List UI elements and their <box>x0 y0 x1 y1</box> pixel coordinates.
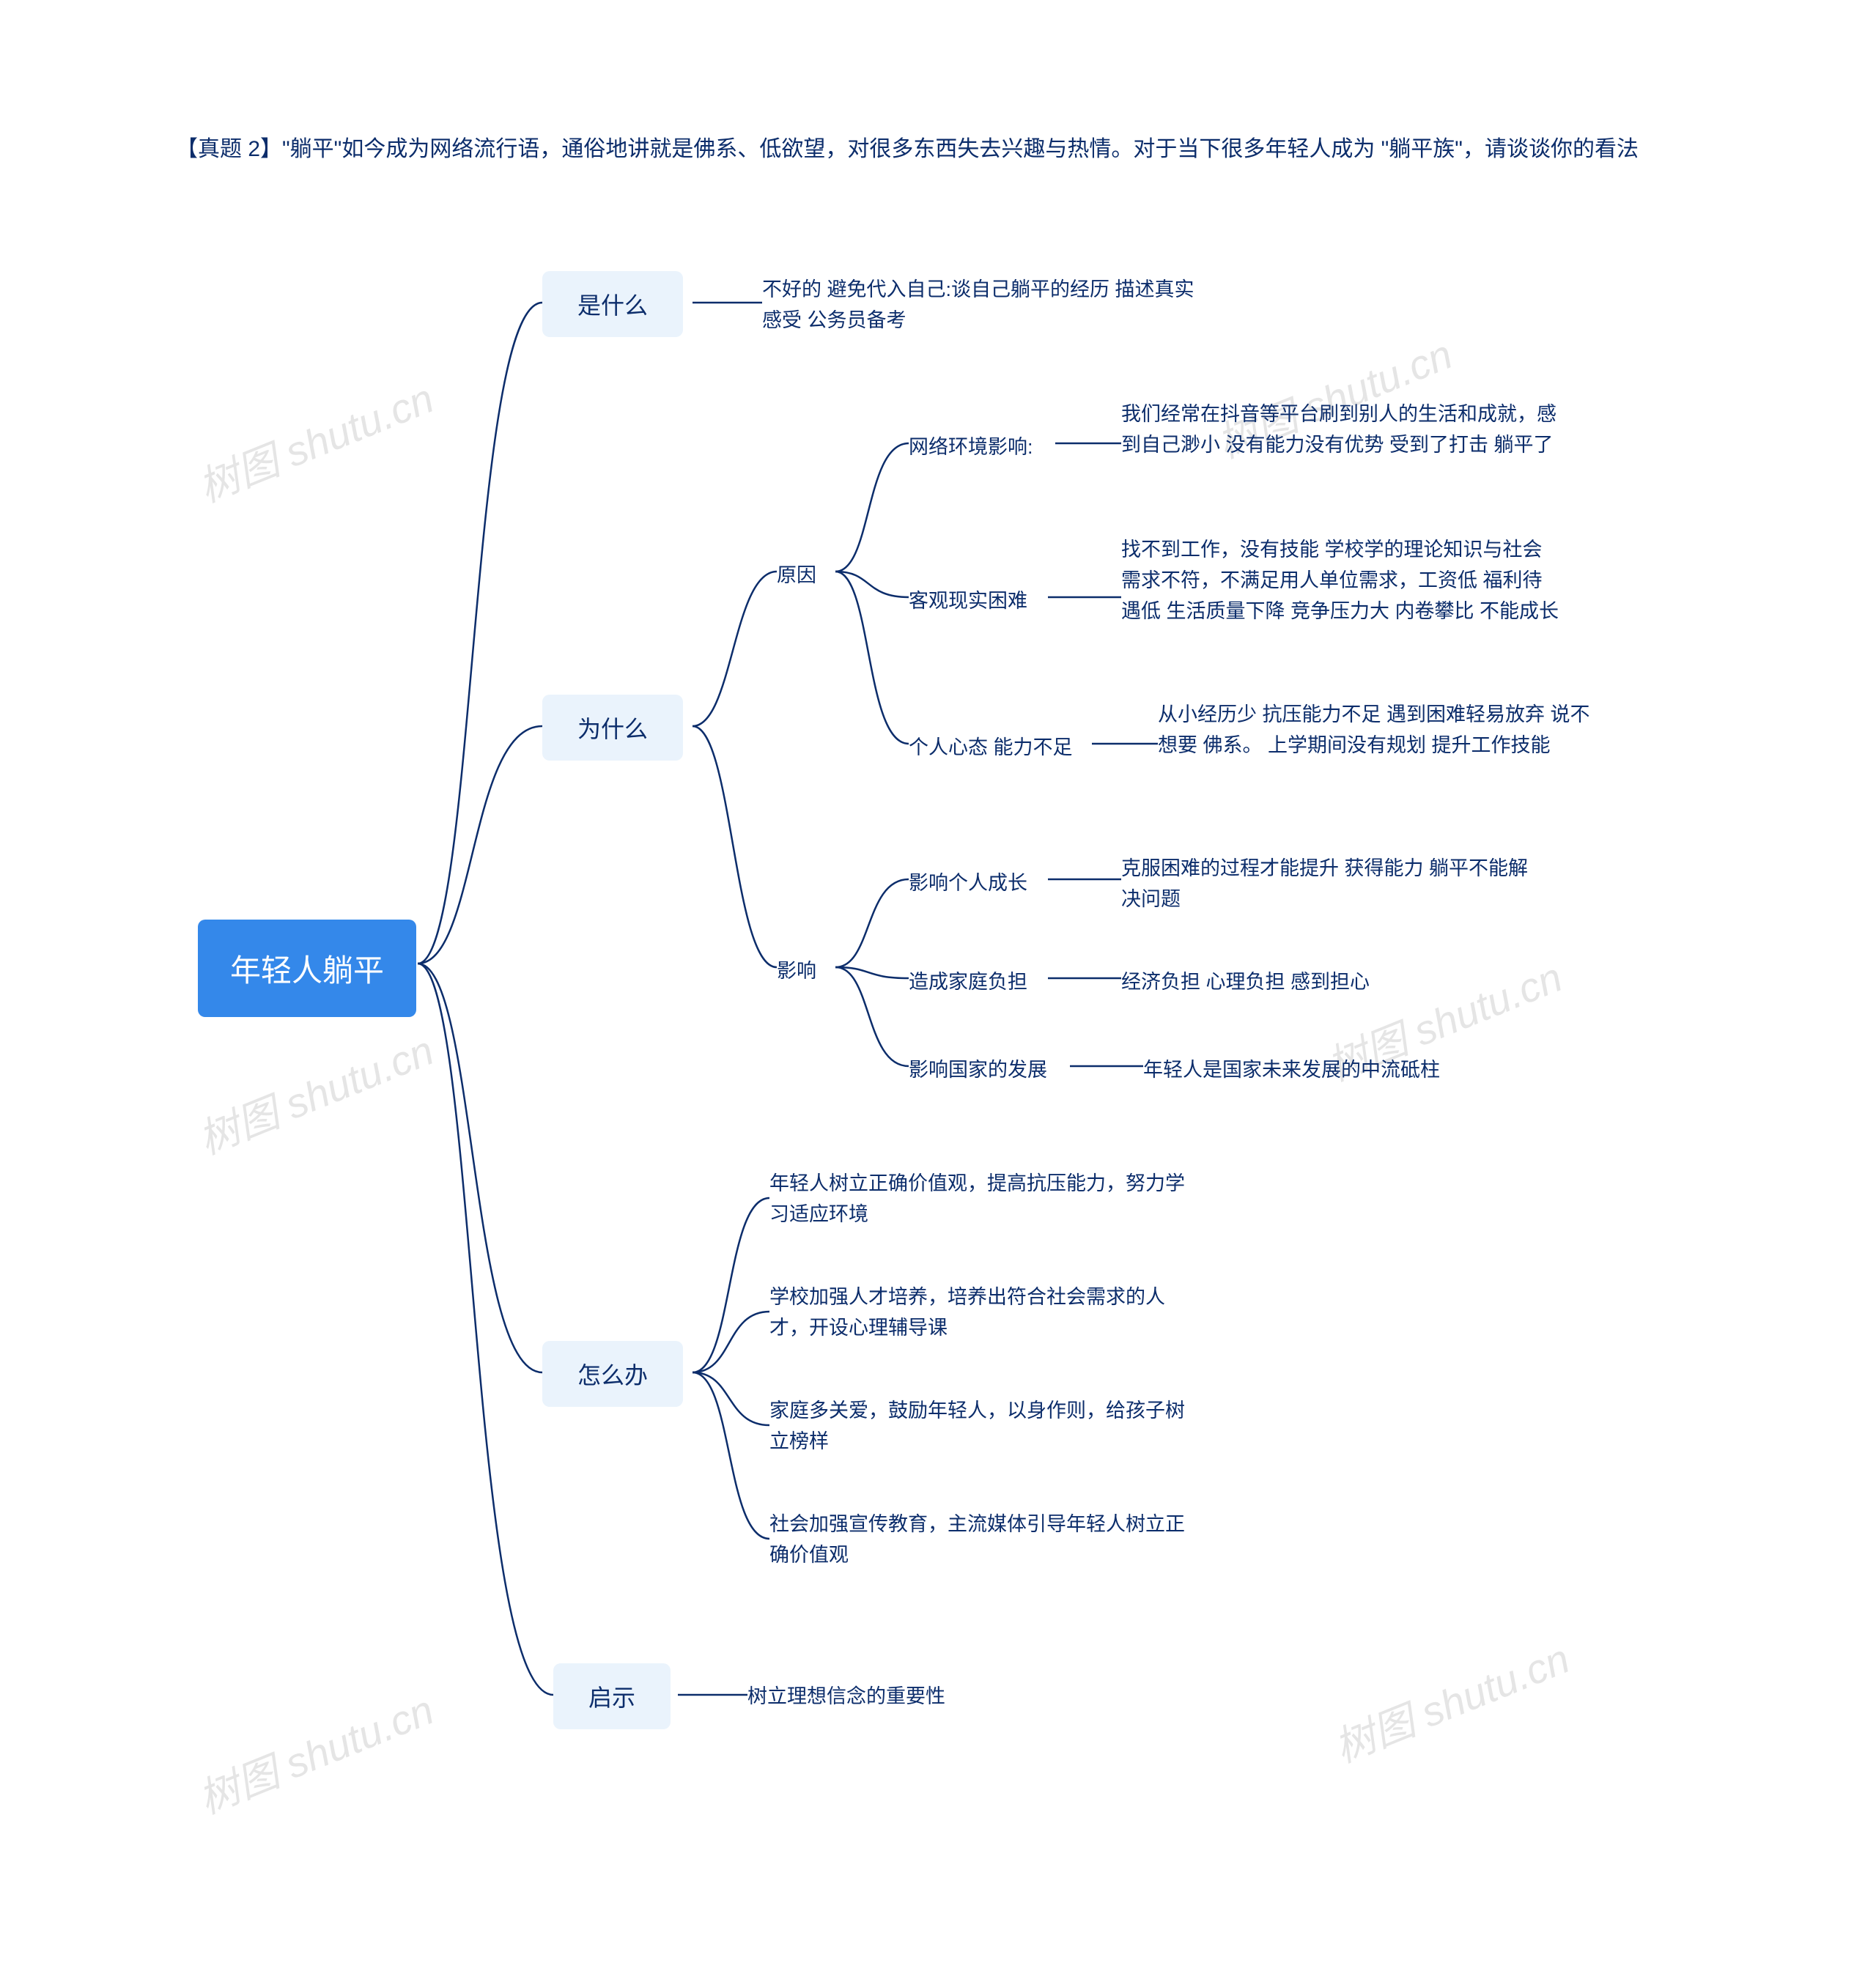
branch-insight[interactable]: 启示 <box>553 1663 671 1729</box>
branch-how[interactable]: 怎么办 <box>542 1341 683 1407</box>
leaf-why-r3-d: 从小经历少 抗压能力不足 遇到困难轻易放弃 说不想要 佛系。 上学期间没有规划 … <box>1158 700 1590 761</box>
mindmap-canvas: 树图 shutu.cn 树图 shutu.cn 树图 shutu.cn 树图 s… <box>0 0 1876 1963</box>
leaf-why-r1-d: 我们经常在抖音等平台刷到别人的生活和成就，感到自己渺小 没有能力没有优势 受到了… <box>1121 399 1561 461</box>
leaf-why-i3-d: 年轻人是国家未来发展的中流砥柱 <box>1143 1055 1510 1086</box>
leaf-how-3: 家庭多关爱，鼓励年轻人，以身作则，给孩子树立榜样 <box>769 1396 1194 1457</box>
node-why-r2: 客观现实困难 <box>909 586 1027 617</box>
node-why-i1: 影响个人成长 <box>909 868 1027 899</box>
leaf-insight-1: 树立理想信念的重要性 <box>747 1682 1041 1712</box>
watermark: 树图 shutu.cn <box>188 1677 441 1825</box>
branch-label: 启示 <box>588 1679 635 1713</box>
root-label: 年轻人躺平 <box>230 946 384 991</box>
node-why-impact: 影响 <box>777 956 816 987</box>
branch-label: 怎么办 <box>577 1357 648 1391</box>
node-why-i3: 影响国家的发展 <box>909 1055 1047 1086</box>
document-title: 【真题 2】"躺平"如今成为网络流行语，通俗地讲就是佛系、低欲望，对很多东西失去… <box>176 132 1715 167</box>
branch-label: 为什么 <box>577 711 648 744</box>
branch-why[interactable]: 为什么 <box>542 695 683 761</box>
branch-what[interactable]: 是什么 <box>542 271 683 337</box>
leaf-how-4: 社会加强宣传教育，主流媒体引导年轻人树立正确价值观 <box>769 1509 1194 1571</box>
node-why-r3: 个人心态 能力不足 <box>909 733 1073 764</box>
node-why-r1: 网络环境影响: <box>909 432 1033 463</box>
watermark: 树图 shutu.cn <box>188 366 441 514</box>
node-why-i2: 造成家庭负担 <box>909 967 1027 998</box>
root-node[interactable]: 年轻人躺平 <box>198 920 416 1017</box>
leaf-why-i2-d: 经济负担 心理负担 感到担心 <box>1121 967 1488 998</box>
node-why-reason: 原因 <box>777 561 816 591</box>
leaf-how-1: 年轻人树立正确价值观，提高抗压能力，努力学习适应环境 <box>769 1169 1194 1230</box>
watermark: 树图 shutu.cn <box>1324 1626 1577 1774</box>
branch-label: 是什么 <box>577 287 648 321</box>
leaf-why-r2-d: 找不到工作，没有技能 学校学的理论知识与社会需求不符，不满足用人单位需求，工资低… <box>1121 535 1561 627</box>
watermark: 树图 shutu.cn <box>188 1018 441 1166</box>
leaf-how-2: 学校加强人才培养，培养出符合社会需求的人才，开设心理辅导课 <box>769 1282 1194 1344</box>
leaf-what-1: 不好的 避免代入自己:谈自己躺平的经历 描述真实感受 公务员备考 <box>762 275 1202 336</box>
leaf-why-i1-d: 克服困难的过程才能提升 获得能力 躺平不能解决问题 <box>1121 854 1546 915</box>
